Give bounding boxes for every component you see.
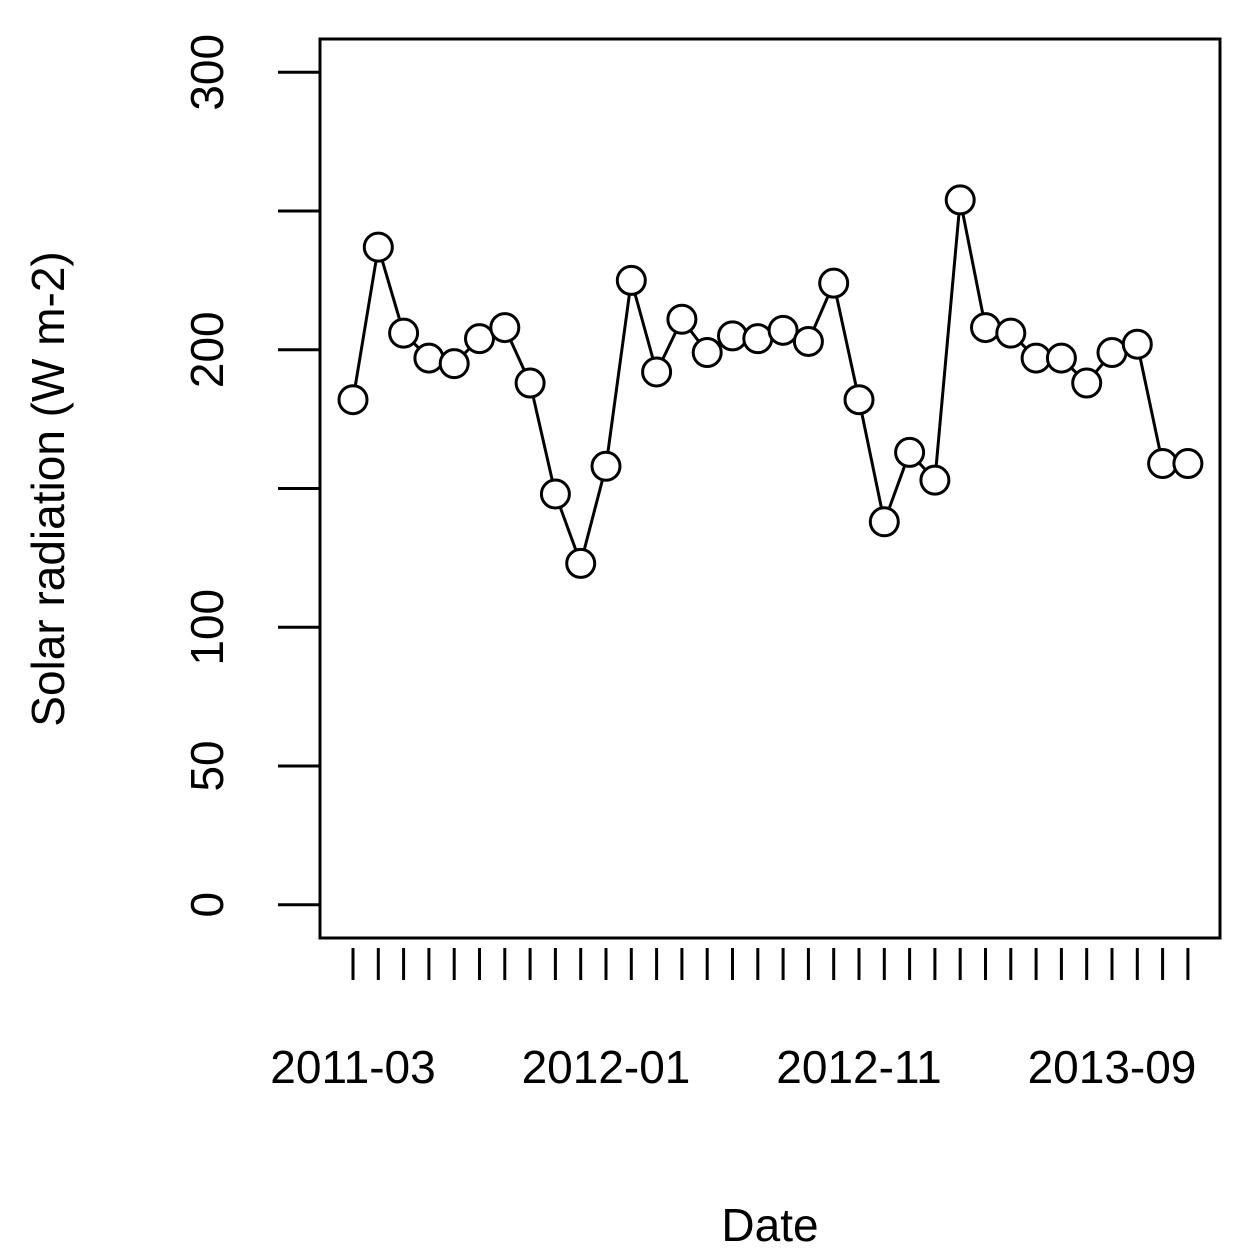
data-point	[438, 348, 470, 380]
data-point	[691, 337, 723, 369]
plot-frame	[318, 37, 1222, 940]
data-point	[1071, 367, 1103, 399]
data-point	[742, 323, 774, 355]
data-point	[615, 264, 647, 296]
data-point	[388, 317, 420, 349]
x-tick-label: 2012-11	[776, 1041, 941, 1093]
data-point	[995, 317, 1027, 349]
data-point	[565, 547, 597, 579]
y-tick-label: 300	[181, 34, 233, 111]
data-point	[944, 184, 976, 216]
data-point	[1172, 448, 1204, 480]
data-point	[1096, 337, 1128, 369]
x-tick-label: 2011-03	[270, 1041, 435, 1093]
data-point	[843, 384, 875, 416]
data-point	[767, 314, 799, 346]
y-axis: 0 50 100 200 300	[181, 34, 322, 918]
data-point	[717, 320, 748, 352]
y-tick-label: 50	[181, 740, 233, 791]
data-point	[792, 325, 824, 357]
data-point	[818, 267, 850, 299]
data-point	[641, 356, 673, 388]
data-point	[666, 303, 698, 335]
data-point	[489, 312, 521, 344]
data-point	[868, 506, 900, 538]
data-point	[514, 367, 546, 399]
data-points	[337, 184, 1204, 579]
series-line	[351, 199, 1188, 569]
y-tick-label: 0	[181, 892, 233, 918]
y-tick-label: 100	[181, 589, 233, 666]
data-point	[362, 231, 394, 263]
data-point	[919, 464, 951, 496]
data-point	[337, 384, 369, 416]
data-point	[590, 450, 622, 482]
data-point	[464, 323, 495, 355]
data-point	[1121, 328, 1153, 360]
x-axis: 2011-03 2012-01 2012-11 2013-09	[270, 948, 1196, 1093]
x-tick-label: 2012-01	[522, 1041, 691, 1093]
x-axis-title: Date	[721, 1199, 818, 1251]
data-point	[970, 312, 1001, 344]
x-tick-label: 2013-09	[1028, 1041, 1197, 1093]
y-axis-title: Solar radiation (W m-2)	[22, 251, 74, 726]
data-point	[413, 342, 445, 374]
data-point	[894, 436, 926, 468]
y-tick-label: 200	[181, 311, 233, 388]
data-point	[539, 478, 571, 510]
data-point	[1045, 342, 1077, 374]
